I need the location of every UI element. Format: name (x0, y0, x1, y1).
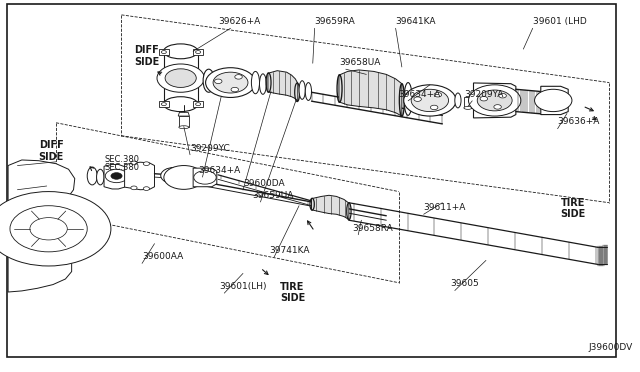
Polygon shape (339, 70, 402, 116)
Circle shape (434, 93, 442, 97)
Text: 39658RA: 39658RA (352, 224, 393, 232)
Circle shape (431, 105, 438, 110)
Text: 39600DA: 39600DA (243, 179, 285, 188)
Circle shape (0, 192, 111, 266)
Circle shape (165, 69, 196, 87)
Text: 39601 (LHD: 39601 (LHD (532, 17, 586, 26)
Circle shape (194, 171, 216, 184)
Text: 39209YC: 39209YC (190, 144, 230, 153)
Polygon shape (268, 71, 298, 101)
Text: 39634+A: 39634+A (399, 90, 441, 99)
Text: 39634+A: 39634+A (198, 166, 241, 175)
Ellipse shape (455, 93, 461, 108)
Ellipse shape (179, 126, 189, 129)
Ellipse shape (305, 83, 312, 100)
Text: TIRE
SIDE: TIRE SIDE (561, 198, 586, 219)
Bar (193, 49, 203, 55)
Circle shape (477, 90, 512, 111)
Polygon shape (312, 195, 349, 219)
Circle shape (106, 169, 128, 183)
Text: 39601(LH): 39601(LH) (220, 282, 267, 291)
Circle shape (534, 89, 572, 112)
Circle shape (10, 206, 87, 252)
Circle shape (161, 103, 166, 106)
Circle shape (480, 96, 488, 101)
Circle shape (143, 187, 150, 190)
Text: 39636+A: 39636+A (557, 118, 600, 126)
Circle shape (411, 89, 449, 112)
Polygon shape (541, 86, 568, 115)
Ellipse shape (259, 74, 266, 94)
Circle shape (468, 85, 521, 116)
Circle shape (214, 79, 222, 84)
Ellipse shape (164, 44, 198, 59)
Text: 39611+A: 39611+A (424, 203, 466, 212)
Circle shape (235, 75, 243, 79)
Bar (159, 101, 169, 107)
Text: DIFF
SIDE: DIFF SIDE (134, 45, 159, 67)
Ellipse shape (299, 81, 305, 99)
Polygon shape (179, 116, 189, 127)
Circle shape (164, 166, 204, 189)
Polygon shape (178, 112, 189, 116)
Ellipse shape (97, 169, 104, 185)
Text: 39600AA: 39600AA (142, 252, 183, 261)
Text: TIRE
SIDE: TIRE SIDE (280, 282, 306, 303)
Circle shape (231, 87, 239, 92)
Text: 39659UA: 39659UA (252, 191, 294, 200)
Circle shape (131, 161, 137, 165)
Polygon shape (464, 97, 472, 108)
Text: J39600DV: J39600DV (589, 343, 633, 352)
Ellipse shape (404, 83, 412, 115)
Text: 39741KA: 39741KA (269, 246, 310, 255)
Circle shape (111, 173, 122, 179)
Text: 39658UA: 39658UA (340, 58, 381, 67)
Circle shape (196, 103, 200, 106)
Circle shape (30, 218, 67, 240)
Bar (193, 101, 203, 107)
Polygon shape (474, 83, 516, 118)
Circle shape (205, 68, 255, 97)
Circle shape (494, 105, 501, 109)
Ellipse shape (464, 106, 472, 109)
Circle shape (161, 167, 188, 184)
Text: 39626+A: 39626+A (218, 17, 260, 26)
Text: 39605: 39605 (450, 279, 479, 288)
Bar (159, 49, 169, 55)
Text: 39209YA: 39209YA (464, 90, 504, 99)
Polygon shape (125, 162, 154, 190)
Circle shape (404, 85, 456, 116)
Circle shape (131, 186, 137, 190)
Ellipse shape (164, 97, 198, 112)
Circle shape (161, 51, 166, 54)
Text: SEC.380: SEC.380 (105, 163, 140, 172)
Text: 39641KA: 39641KA (396, 17, 436, 26)
Circle shape (157, 64, 204, 92)
Circle shape (213, 72, 248, 93)
Circle shape (143, 162, 150, 166)
Ellipse shape (87, 167, 97, 185)
Text: DIFF
SIDE: DIFF SIDE (38, 140, 64, 162)
Circle shape (414, 97, 421, 102)
Polygon shape (104, 164, 128, 189)
Circle shape (499, 93, 506, 98)
Circle shape (196, 51, 200, 54)
Ellipse shape (203, 69, 214, 92)
Text: SEC.380: SEC.380 (105, 155, 140, 164)
Text: 39659RA: 39659RA (315, 17, 355, 26)
Ellipse shape (252, 71, 259, 94)
Polygon shape (193, 168, 217, 187)
Polygon shape (8, 160, 75, 292)
